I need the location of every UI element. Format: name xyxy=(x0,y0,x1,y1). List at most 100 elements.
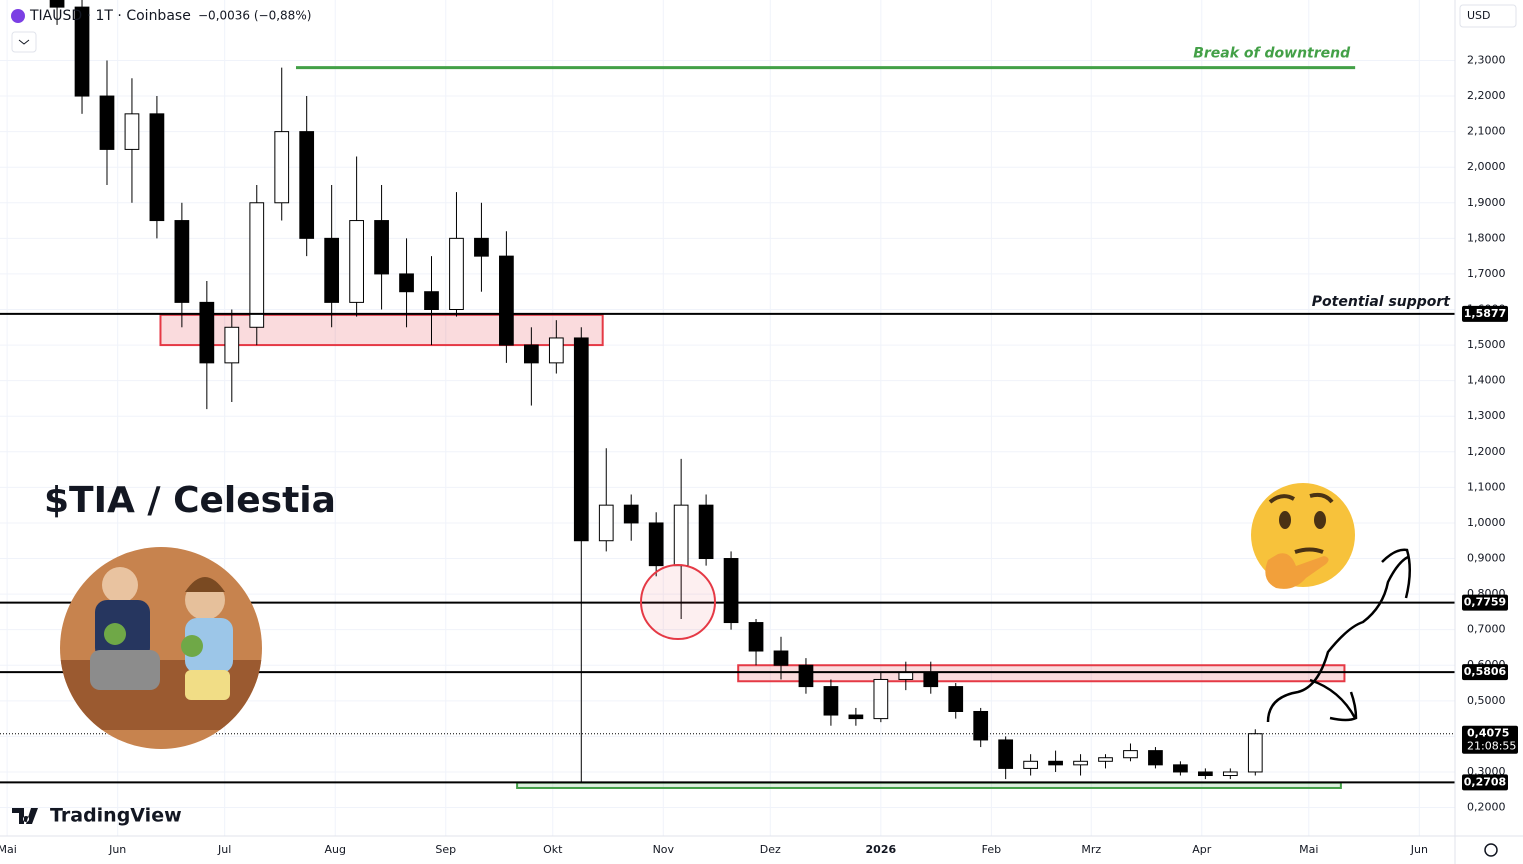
x-tick-label: Jun xyxy=(108,843,126,856)
x-tick-label: Aug xyxy=(324,843,345,856)
last-price-label: 0,4075 xyxy=(1467,727,1509,740)
y-tick-label: 2,3000 xyxy=(1467,53,1506,66)
x-tick-label: Feb xyxy=(982,843,1001,856)
zone xyxy=(737,664,1346,683)
y-tick-label: 1,4000 xyxy=(1467,374,1506,387)
y-tick-label: 1,8000 xyxy=(1467,231,1506,244)
y-tick-label: 1,3000 xyxy=(1467,409,1506,422)
candle-body xyxy=(499,255,514,346)
x-tick-label: Okt xyxy=(543,843,563,856)
level-label: 1,5877 xyxy=(1464,307,1506,320)
countdown: 21:08:55 xyxy=(1467,740,1516,753)
currency-button[interactable] xyxy=(1459,4,1517,28)
symbol-icon xyxy=(11,9,25,23)
candle-body xyxy=(548,337,564,364)
candle-body xyxy=(1198,771,1213,777)
candle-body xyxy=(1073,760,1088,766)
level-label-bg xyxy=(1462,774,1508,791)
candle-body xyxy=(648,522,664,567)
x-tick-label: 2026 xyxy=(866,843,897,856)
y-tick-label: 0,9000 xyxy=(1467,552,1506,565)
candle-body xyxy=(848,714,864,720)
symbol: TIAUSD · 1T · Coinbase xyxy=(29,8,191,24)
candle-body xyxy=(474,237,489,257)
y-tick-label: 1,7000 xyxy=(1467,267,1506,280)
level-label-bg xyxy=(1462,664,1508,681)
level-label: 0,5806 xyxy=(1464,665,1507,678)
x-tick-label: Nov xyxy=(653,843,675,856)
candle-body xyxy=(1123,750,1138,759)
candle-body xyxy=(623,504,639,524)
candle-body xyxy=(374,220,389,275)
candle-body xyxy=(998,739,1014,769)
candle-body xyxy=(1222,771,1238,777)
y-tick-label: 0,7000 xyxy=(1467,623,1506,636)
candles xyxy=(49,0,1263,783)
candle-body xyxy=(149,113,165,222)
change: −0,0036 (−0,88%) xyxy=(198,9,311,23)
candle-body xyxy=(673,504,689,567)
candle-body xyxy=(299,131,315,239)
avatar xyxy=(60,547,262,749)
candle-body xyxy=(249,202,265,328)
candle-body xyxy=(973,710,989,741)
brand-logo xyxy=(12,808,38,824)
level-label: 0,2708 xyxy=(1464,775,1506,788)
candle-body xyxy=(74,6,90,97)
x-tick-label: Apr xyxy=(1192,843,1212,856)
x-tick-label: Mai xyxy=(1299,843,1318,856)
candle-body xyxy=(798,664,814,688)
collapse-button[interactable] xyxy=(11,31,37,53)
axes: 0,20000,30000,40000,50000,60000,70000,80… xyxy=(0,53,1518,856)
x-tick-label: Jul xyxy=(217,843,231,856)
level-label-bg xyxy=(1462,594,1508,611)
candle-body xyxy=(1247,733,1263,773)
up-arrow-head xyxy=(1381,548,1411,599)
candle-body xyxy=(898,671,914,680)
x-tick-label: Jun xyxy=(1410,843,1428,856)
candle-body xyxy=(124,113,140,150)
chevron xyxy=(18,39,30,45)
candle-body xyxy=(49,0,65,8)
candle-body xyxy=(723,558,739,624)
settings-icon[interactable] xyxy=(1484,843,1498,857)
candle-body xyxy=(523,344,539,364)
highlight-circle xyxy=(640,564,716,640)
down-arrow-scribble xyxy=(1309,678,1358,722)
candle-body xyxy=(823,686,839,716)
x-tick-label: Mai xyxy=(0,843,17,856)
candle-body xyxy=(1148,750,1163,766)
y-tick-label: 1,9000 xyxy=(1467,196,1506,209)
chart-title: $TIA / Celestia xyxy=(44,480,336,521)
candle-body xyxy=(748,622,764,652)
x-tick-label: Dez xyxy=(760,843,781,856)
support-text: Potential support xyxy=(1312,294,1452,310)
candle-body xyxy=(598,504,614,542)
y-tick-label: 1,1000 xyxy=(1467,480,1506,493)
candle-body xyxy=(1098,757,1113,762)
candle-body xyxy=(923,671,939,688)
currency: USD xyxy=(1467,9,1491,22)
candle-body xyxy=(948,686,964,712)
candle-body xyxy=(99,95,115,150)
y-tick-label: 0,2000 xyxy=(1467,801,1506,814)
y-tick-label: 1,5000 xyxy=(1467,338,1506,351)
zone xyxy=(516,781,1342,789)
y-tick-label: 1,0000 xyxy=(1467,516,1506,529)
candle-body xyxy=(424,291,439,310)
candle-body xyxy=(773,650,789,666)
candle-body xyxy=(399,273,414,293)
y-tick-label: 2,0000 xyxy=(1467,160,1506,173)
x-tick-label: Sep xyxy=(435,843,456,856)
candle-body xyxy=(573,337,589,542)
last-price-bg xyxy=(1462,725,1518,754)
candle-body xyxy=(1048,760,1063,766)
y-tick-label: 2,2000 xyxy=(1467,89,1506,102)
candle-body xyxy=(174,220,190,303)
y-tick-label: 0,5000 xyxy=(1467,694,1506,707)
candle-body xyxy=(873,678,889,720)
zones xyxy=(159,313,1346,789)
x-tick-label: Mrz xyxy=(1081,843,1101,856)
candle-body xyxy=(224,326,240,364)
